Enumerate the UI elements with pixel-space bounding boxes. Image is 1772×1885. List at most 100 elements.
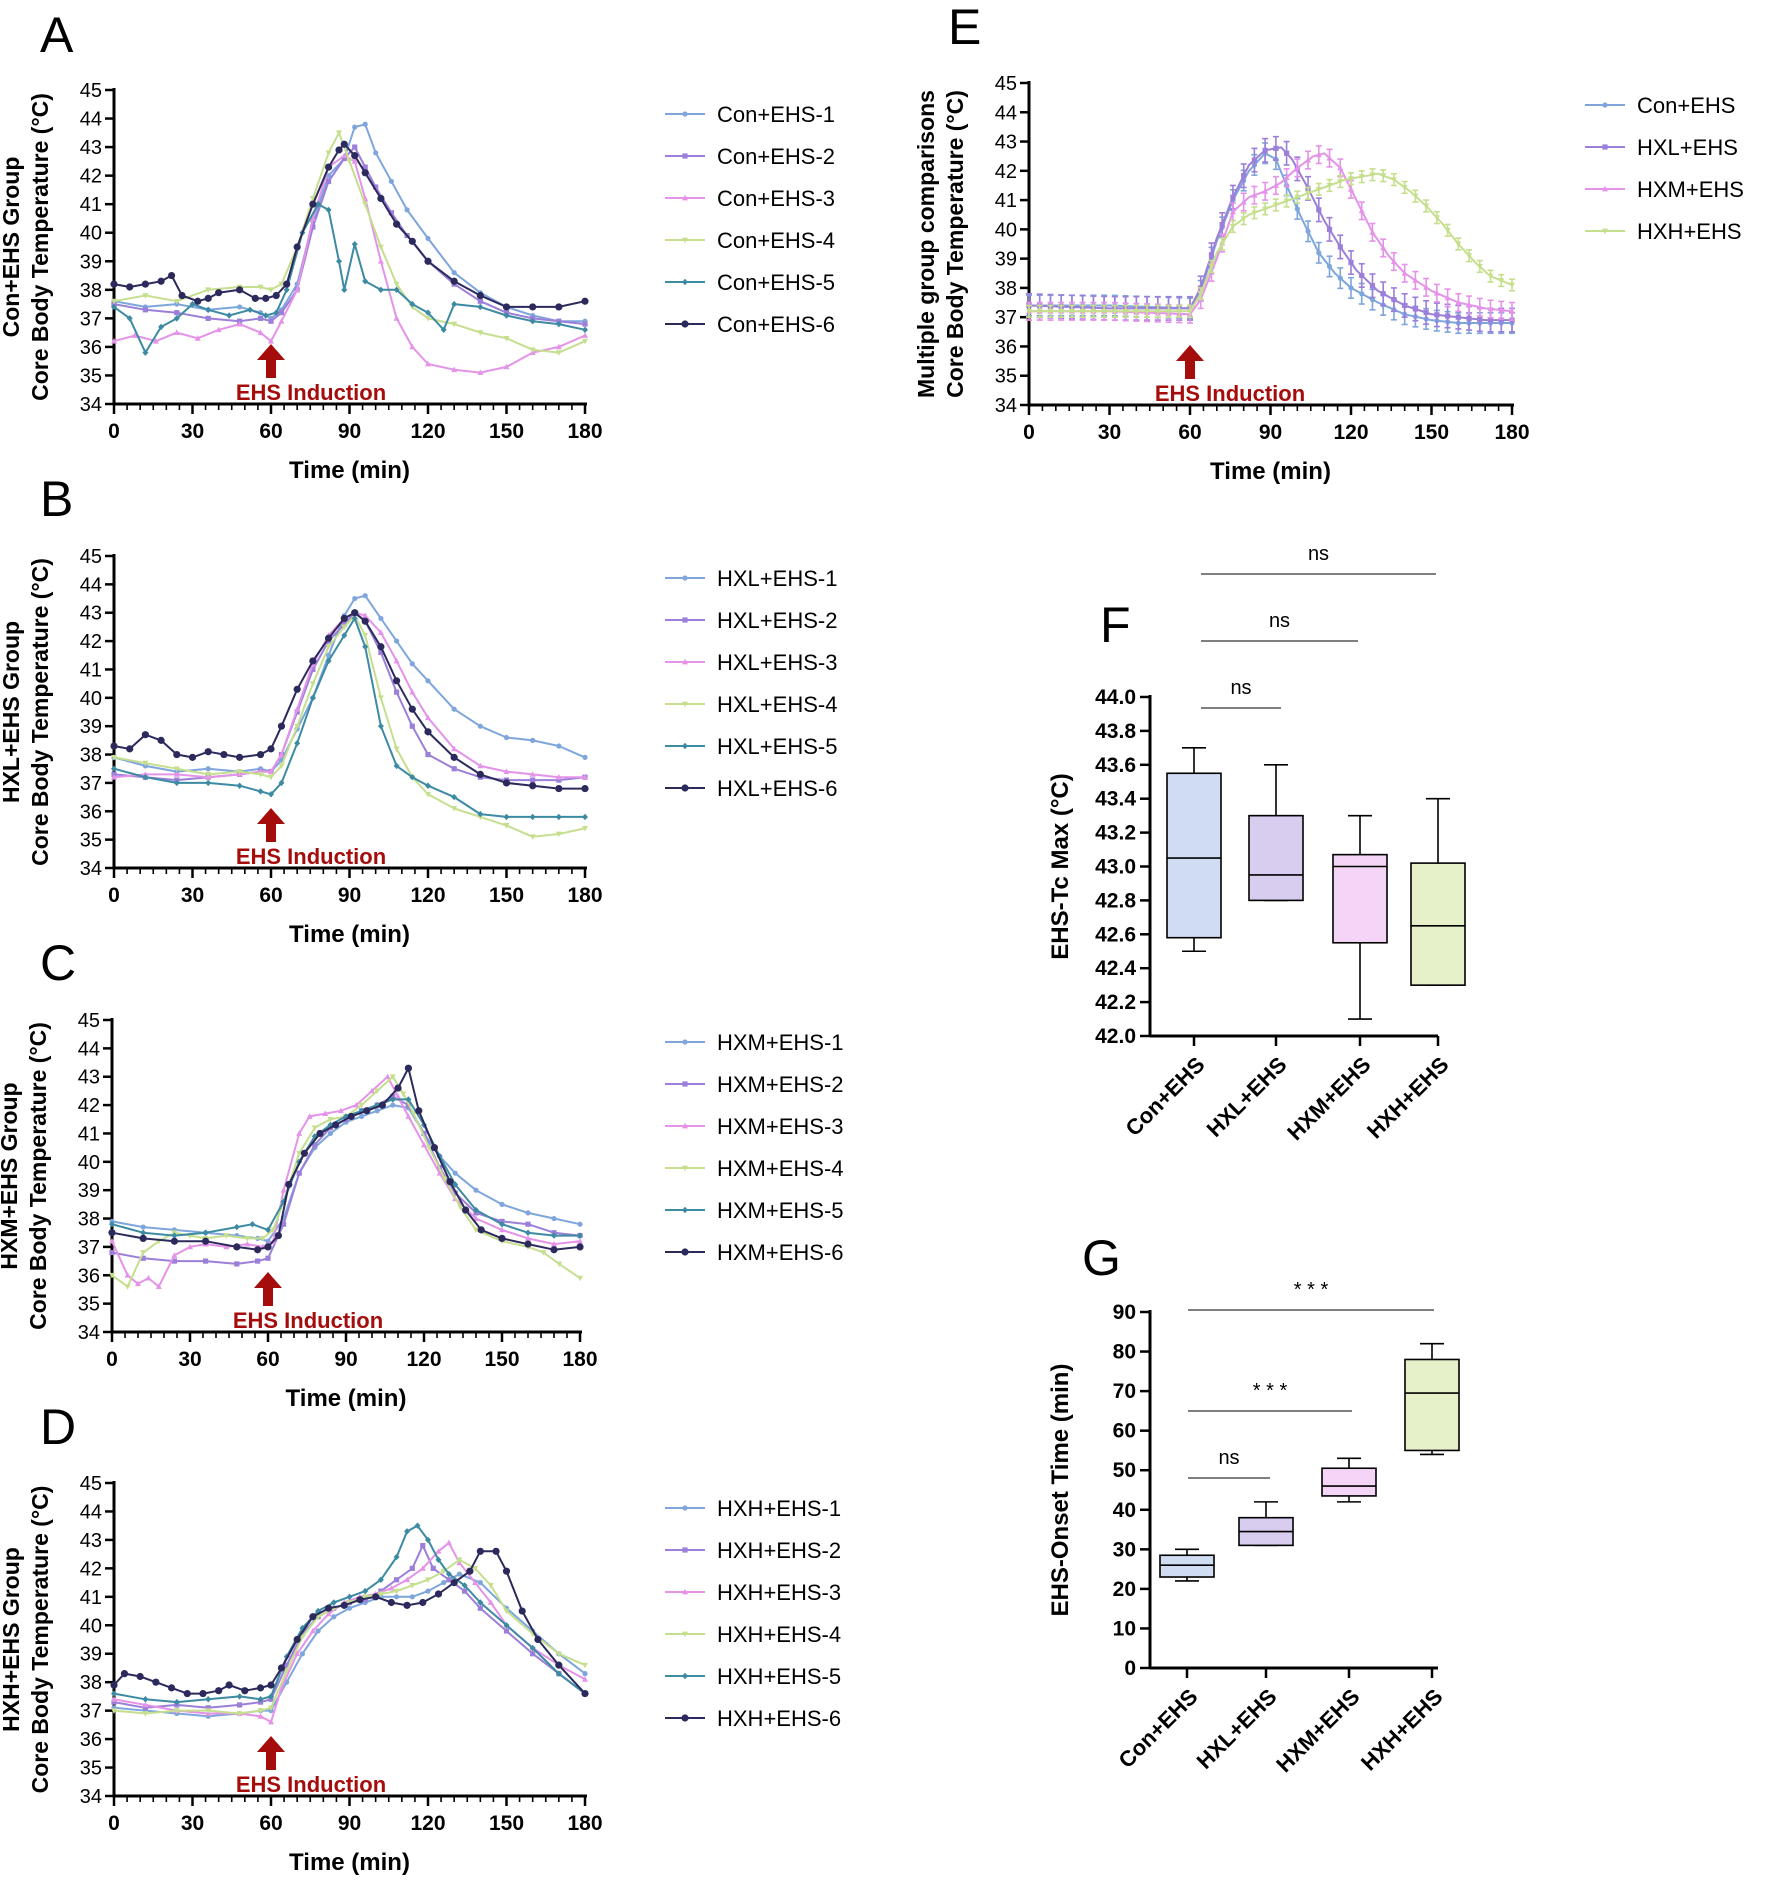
legend-marker — [682, 617, 688, 623]
data-point — [351, 615, 358, 622]
data-point — [109, 1249, 115, 1256]
x-tick-label: 90 — [1259, 421, 1282, 444]
series-line — [111, 1075, 581, 1288]
data-point — [178, 291, 186, 300]
legend-marker — [682, 1206, 688, 1214]
data-point — [409, 723, 415, 729]
data-point — [577, 1221, 583, 1227]
y-axis-label-line1: HXH+EHS Group — [0, 1547, 24, 1732]
y-tick-label: 35 — [80, 365, 102, 387]
legend-label: HXH+EHS-1 — [717, 1496, 841, 1521]
data-point — [373, 184, 379, 190]
data-point — [555, 784, 563, 793]
x-tick-label: 120 — [1333, 421, 1368, 444]
data-point — [452, 1170, 458, 1176]
box-iqr — [1321, 1467, 1377, 1497]
data-point — [372, 1593, 380, 1601]
x-tick-label: 30 — [181, 884, 204, 907]
data-point — [136, 1672, 144, 1681]
data-point — [461, 1582, 468, 1589]
data-point — [1369, 297, 1376, 303]
y-tick-label: 45 — [80, 80, 102, 102]
legend-label: HXH+EHS-2 — [717, 1538, 841, 1563]
series-line — [1029, 172, 1513, 313]
data-point — [173, 766, 180, 772]
ehs-induction-arrow — [257, 808, 285, 842]
data-point — [1412, 306, 1418, 312]
series-line — [113, 143, 586, 308]
data-point — [233, 1223, 240, 1231]
data-point — [1230, 194, 1236, 200]
data-point — [577, 1232, 583, 1239]
data-point — [1433, 215, 1440, 221]
data-point — [555, 1651, 562, 1657]
data-point — [1498, 306, 1505, 313]
data-point — [377, 695, 384, 702]
data-point — [420, 1543, 426, 1549]
data-point — [555, 303, 563, 311]
x-tick-label: HXH+EHS — [1356, 1684, 1448, 1776]
legend-marker — [682, 194, 688, 201]
data-point — [425, 315, 431, 322]
data-point — [272, 291, 280, 300]
data-point — [389, 1096, 396, 1103]
data-point — [393, 220, 401, 228]
data-point — [395, 1093, 401, 1099]
data-point — [108, 1229, 116, 1237]
data-point — [362, 164, 368, 170]
data-point — [476, 1547, 484, 1555]
data-point — [265, 1226, 271, 1234]
data-point — [451, 270, 457, 276]
data-point — [434, 1590, 443, 1598]
data-point — [387, 1598, 395, 1607]
y-tick-label: 42.2 — [1095, 991, 1136, 1014]
data-point — [419, 1598, 427, 1607]
data-point — [1348, 259, 1354, 266]
data-point — [1348, 186, 1354, 192]
box-iqr — [1332, 853, 1388, 944]
legend-marker — [682, 1588, 688, 1595]
x-tick-label: 60 — [259, 1812, 282, 1835]
data-point — [1466, 253, 1473, 259]
y-tick-label: 37 — [80, 773, 102, 795]
data-point — [1402, 302, 1408, 309]
data-point — [436, 1169, 443, 1176]
data-point — [204, 294, 212, 302]
y-axis-label-line1: Multiple group comparisons — [913, 90, 939, 398]
panel-letter: B — [40, 471, 73, 527]
data-point — [430, 1144, 438, 1152]
data-point — [1219, 221, 1225, 228]
data-point — [1251, 157, 1257, 163]
series-Con+EHS — [1026, 142, 1515, 335]
data-point — [352, 595, 358, 602]
data-point — [477, 810, 484, 818]
data-point — [205, 772, 212, 778]
data-point — [158, 323, 165, 331]
data-point — [157, 277, 165, 285]
data-point — [1240, 216, 1247, 222]
x-tick-label: 90 — [334, 1348, 357, 1371]
x-tick-label: 60 — [259, 884, 282, 907]
data-point — [1208, 264, 1215, 270]
data-point — [299, 1631, 305, 1637]
data-point — [476, 770, 484, 779]
data-point — [405, 1113, 412, 1119]
ehs-induction-arrow — [1176, 345, 1204, 379]
data-point — [425, 1577, 431, 1583]
y-tick-label: 44 — [995, 102, 1017, 124]
y-tick-label: 36 — [80, 337, 102, 359]
data-point — [409, 300, 416, 308]
x-tick-label: HXM+EHS — [1282, 1052, 1375, 1145]
data-point — [425, 309, 431, 316]
y-axis-label-line1: Con+EHS Group — [0, 157, 24, 338]
data-point — [131, 332, 138, 338]
data-point — [284, 1662, 290, 1668]
y-tick-label: 44 — [80, 1501, 102, 1523]
data-point — [324, 634, 333, 642]
data-point — [1315, 151, 1322, 158]
data-point — [256, 1684, 265, 1692]
y-tick-label: 39 — [80, 716, 102, 738]
x-tick-label: 180 — [567, 420, 602, 443]
data-point — [445, 1539, 452, 1546]
x-tick-label: 90 — [338, 1812, 361, 1835]
